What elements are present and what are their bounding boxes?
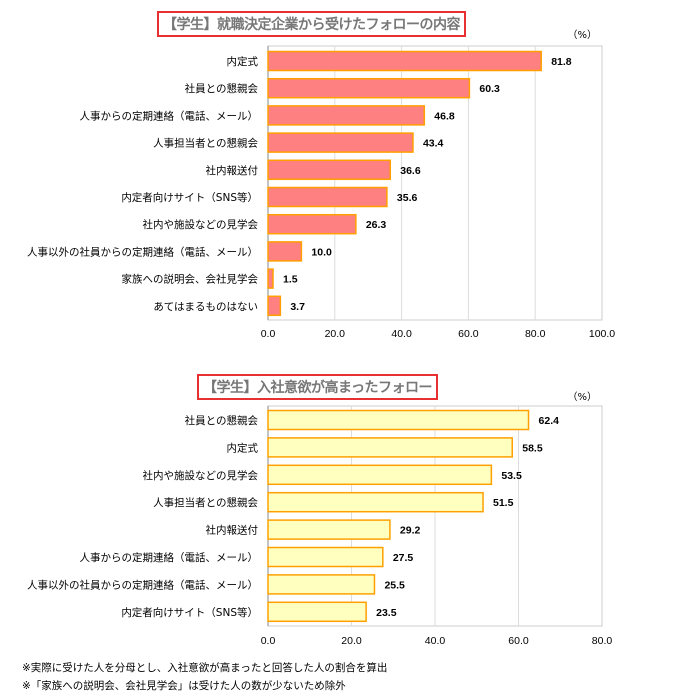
chart1-bar [267,132,414,153]
chart2-bar [267,601,367,623]
chart2-category-label: 人事以外の社員からの定期連絡（電話、メール） [27,578,258,591]
chart2-data-label: 29.2 [400,525,421,537]
chart2-tick-label: 20.0 [341,635,362,647]
footnote-1: ※実際に受けた人を分母とし、入社意欲が高まったと回答した人の割合を算出 [22,662,388,674]
chart1-data-label: 35.6 [397,192,418,204]
chart2-bar [267,464,493,486]
chart1-category-label: 社内報送付 [206,164,259,177]
chart2-data-label: 51.5 [493,497,514,509]
chart2-tick-label: 60.0 [508,635,529,647]
chart1-data-label: 1.5 [283,274,298,286]
chart1-category-label: 家族への説明会、会社見学会 [122,273,259,286]
chart1-tick-label: 60.0 [458,328,479,340]
footnote-2: ※「家族への説明会、会社見学会」は受けた人の数が少ないため除外 [22,680,346,692]
chart1-bar [267,159,391,181]
chart2-bar [267,546,384,568]
chart1-category-label: 社員との懇親会 [185,82,259,95]
chart2-tick-label: 80.0 [592,635,613,647]
chart1-bar [267,77,471,99]
chart1-bar [267,241,303,262]
chart2-data-label: 58.5 [522,442,543,454]
chart1-bar [267,295,282,317]
chart1-bar [267,105,426,126]
chart1-data-label: 46.8 [434,110,455,122]
chart2-category-label: 社員との懇親会 [185,414,259,427]
chart2-category-label: 社内や施設などの見学会 [143,469,259,482]
chart1-category-label: 人事からの定期連絡（電話、メール） [80,109,259,122]
chart2-category-label: 社内報送付 [206,524,259,537]
chart2-category-label: 人事からの定期連絡（電話、メール） [80,551,259,564]
chart1-data-label: 10.0 [311,246,332,258]
chart2-category-label: 内定者向けサイト（SNS等） [121,606,258,619]
chart1-bar [267,50,542,72]
chart1-category-label: 内定式 [227,55,259,68]
chart1-bar [267,268,274,289]
chart1-category-label: あてはまるものはない [153,301,258,313]
chart1-category-label: 人事以外の社員からの定期連絡（電話、メール） [27,245,258,258]
chart2-tick-label: 40.0 [425,635,446,647]
chart2-bar [267,437,513,458]
chart2-bar [267,519,391,540]
chart2-bar [267,574,376,595]
chart1-category-label: 内定者向けサイト（SNS等） [121,191,258,204]
chart1-bar [267,186,388,208]
chart2-bar [267,409,530,431]
chart1-tick-label: 0.0 [261,328,276,340]
chart2-tick-label: 0.0 [261,635,276,647]
chart2-data-label: 53.5 [501,470,522,482]
chart2-unit-label: （%） [567,391,597,403]
chart1-data-label: 36.6 [400,165,421,177]
chart1-category-label: 社内や施設などの見学会 [143,218,259,231]
chart2-title: 【学生】入社意欲が高まったフォロー [197,374,438,400]
chart1-tick-label: 20.0 [325,328,346,340]
chart1-tick-label: 40.0 [391,328,412,340]
chart1-tick-label: 80.0 [525,328,546,340]
chart1-category-label: 人事担当者との懇親会 [153,137,258,150]
chart2-data-label: 23.5 [376,607,397,619]
chart1-data-label: 81.8 [551,56,572,68]
chart1-title: 【学生】就職決定企業から受けたフォローの内容 [157,11,466,37]
chart2-category-label: 内定式 [227,441,259,454]
chart1-unit-label: （%） [567,29,597,41]
chart2-category-label: 人事担当者との懇親会 [153,496,258,509]
chart1-data-label: 60.3 [479,83,500,95]
chart1-data-label: 3.7 [290,301,305,313]
chart1-data-label: 43.4 [423,138,444,150]
chart2-bar [267,491,484,513]
chart1-bar [267,213,357,235]
chart2-data-label: 62.4 [539,415,560,427]
chart1-data-label: 26.3 [366,219,387,231]
chart2-data-label: 25.5 [384,579,405,591]
chart1-tick-label: 100.0 [589,328,615,340]
chart2-data-label: 27.5 [393,552,414,564]
